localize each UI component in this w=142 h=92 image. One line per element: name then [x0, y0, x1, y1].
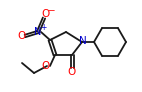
Text: N: N	[79, 36, 87, 46]
Text: O: O	[42, 61, 50, 71]
Text: −: −	[47, 6, 55, 15]
Text: O: O	[41, 9, 49, 19]
Text: O: O	[17, 31, 25, 41]
Text: +: +	[40, 23, 46, 32]
Text: O: O	[68, 67, 76, 77]
Text: N: N	[34, 27, 42, 37]
